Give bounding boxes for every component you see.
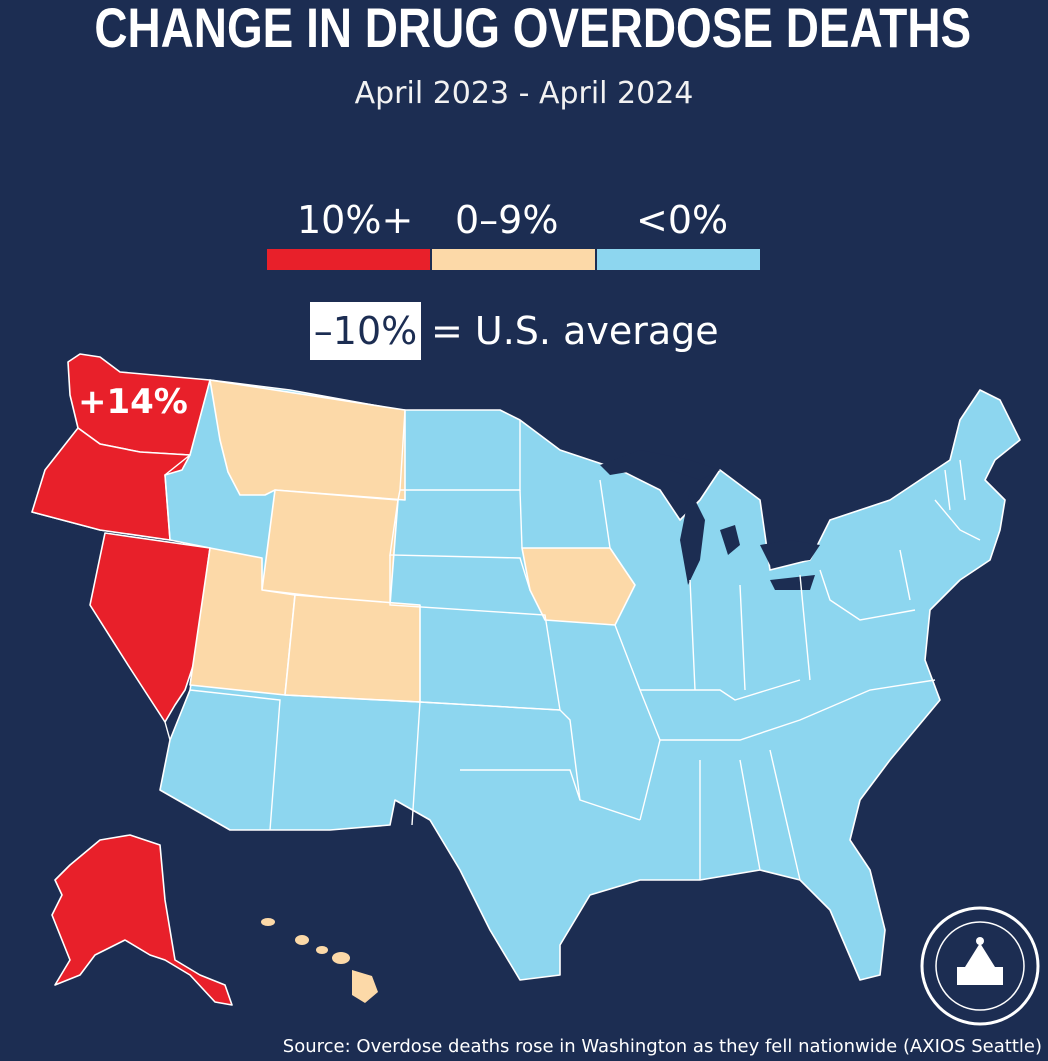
state-iowa	[521, 547, 636, 626]
state-borders	[164, 409, 981, 881]
house-republicans-seal	[920, 906, 1040, 1026]
legend-swatch-mid	[432, 249, 595, 270]
state-hawaii	[261, 918, 378, 1003]
source-note: Source: Overdose deaths rose in Washingt…	[282, 1036, 1042, 1057]
us-average-value: –10%	[310, 302, 421, 360]
legend-swatch-high	[267, 249, 430, 270]
washington-change-label: +14%	[78, 382, 188, 422]
legend-label-high: 10%+	[297, 198, 414, 242]
state-montana	[209, 379, 406, 501]
legend-label-low: <0%	[636, 198, 729, 242]
state-wyoming	[261, 489, 399, 606]
map-title: CHANGE IN DRUG OVERDOSE DEATHS	[94, 0, 972, 59]
state-alaska	[51, 834, 233, 1006]
legend-swatch-low	[597, 249, 760, 270]
state-colorado	[284, 594, 421, 703]
map-subtitle: April 2023 - April 2024	[354, 76, 694, 111]
legend-label-mid: 0–9%	[455, 198, 559, 242]
great-lakes	[600, 450, 820, 590]
us-average-label: = U.S. average	[431, 309, 719, 353]
